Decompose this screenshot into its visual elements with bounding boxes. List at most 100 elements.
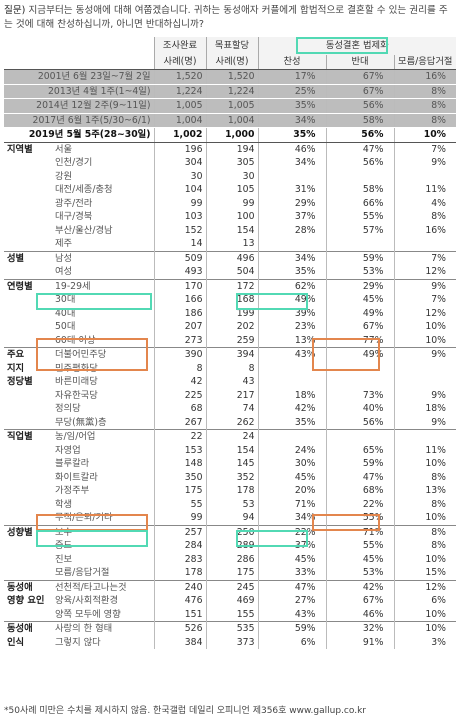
dk-pct [393, 429, 456, 444]
for-pct: 20% [257, 484, 326, 498]
dk-pct: 8% [393, 84, 456, 99]
dk-pct: 16% [393, 69, 456, 85]
dk-pct: 10% [393, 333, 456, 348]
target-count: 289 [205, 539, 258, 553]
against-pct: 67% [325, 320, 394, 334]
row-category [4, 265, 52, 279]
target-count: 1,000 [205, 127, 258, 143]
row-category: 영향 요인 [7, 595, 45, 606]
against-pct: 91% [325, 635, 394, 649]
row-label: 대전/세종/충청 [55, 184, 113, 195]
for-pct: 35% [257, 265, 326, 279]
table-row: 인식 그렇지 않다 384 373 6% 91% 3% [4, 635, 456, 649]
group-title: 동성결혼 법제화 [257, 37, 456, 55]
row-category [4, 210, 52, 224]
row-category [4, 553, 52, 567]
target-count: 43 [205, 375, 258, 389]
target-count: 53 [205, 497, 258, 511]
row-category: 동성애 [4, 579, 52, 594]
against-pct: 57% [325, 223, 394, 237]
dk-pct [393, 237, 456, 251]
table-row: 모름/응답거절 178 175 33% 53% 15% [4, 566, 456, 580]
dk-pct [393, 169, 456, 183]
dk-pct: 8% [393, 210, 456, 224]
row-label: 50대 [55, 321, 76, 332]
dk-pct: 9% [393, 278, 456, 293]
sample-count: 304 [153, 156, 206, 170]
against-pct: 29% [325, 278, 394, 293]
row-category [4, 307, 52, 321]
table-row: 여성 493 504 35% 53% 12% [4, 265, 456, 279]
against-pct: 32% [325, 621, 394, 636]
row-label: 더불어민주당 [52, 347, 154, 362]
col-for-header: 찬성 [257, 55, 326, 70]
for-pct: 42% [257, 402, 326, 416]
dk-pct: 12% [393, 579, 456, 594]
row-label: 인천/경기 [55, 157, 93, 168]
table-row: 학생 55 53 71% 22% 8% [4, 497, 456, 511]
row-label: 2019년 5월 5주(28~30일) [4, 127, 154, 143]
history-row: 2013년 4월 1주(1~4일) 1,224 1,224 25% 67% 8% [4, 84, 456, 99]
sample-count: 178 [153, 566, 206, 580]
for-pct: 59% [257, 621, 326, 636]
row-category [4, 156, 52, 170]
row-category [4, 224, 52, 238]
row-label: 자영업 [55, 444, 81, 456]
row-label: 자유한국당 [55, 389, 98, 401]
for-pct: 43% [257, 347, 326, 362]
row-category: 정당별 [7, 376, 33, 387]
row-category [4, 320, 52, 334]
target-count: 259 [205, 333, 258, 348]
table-row: 대구/경북 103 100 37% 55% 8% [4, 210, 456, 224]
target-count: 8 [205, 361, 258, 375]
against-pct: 66% [325, 196, 394, 210]
for-pct [257, 429, 326, 444]
row-label: 양쪽 모두에 영향 [55, 608, 121, 620]
for-pct: 34% [257, 250, 326, 265]
row-category [4, 416, 52, 430]
for-pct: 35% [257, 415, 326, 430]
against-pct: 49% [325, 306, 394, 320]
sample-count: 8 [153, 361, 206, 375]
for-pct [257, 361, 326, 375]
row-category: 지지 [7, 362, 25, 374]
table-row: 자유한국당 225 217 18% 73% 9% [4, 388, 456, 402]
row-category: 인식 [7, 636, 25, 648]
for-pct [257, 237, 326, 251]
against-pct: 56% [325, 415, 394, 430]
row-category [4, 402, 52, 416]
row-category: 지역별 [7, 143, 33, 155]
row-label: 가정주부 [55, 485, 90, 496]
sample-count: 1,004 [153, 113, 206, 128]
sample-count: 273 [153, 333, 206, 348]
row-label: 화이트칼라 [55, 471, 98, 483]
row-label: 2014년 12월 2주(9~11일) [4, 98, 154, 114]
sample-count: 1,224 [153, 84, 206, 99]
dk-pct: 18% [393, 402, 456, 416]
target-count: 250 [205, 524, 258, 539]
row-label: 19-29세 [52, 278, 154, 293]
sample-count: 55 [153, 497, 206, 511]
col-dk-header: 모름/응답거절 [393, 55, 456, 70]
table-row: 정당별 바른미래당 42 43 [4, 375, 456, 389]
table-row: 40대 186 199 39% 49% 12% [4, 306, 456, 321]
against-pct: 46% [325, 607, 394, 622]
target-count: 74 [205, 402, 258, 416]
for-pct: 31% [257, 183, 326, 197]
sample-count: 14 [153, 237, 206, 251]
for-pct: 35% [257, 98, 326, 114]
sample-count: 153 [153, 443, 206, 457]
sample-count: 148 [153, 457, 206, 471]
sample-count: 152 [153, 223, 206, 237]
table-row: 50대 207 202 23% 67% 10% [4, 320, 456, 334]
against-pct: 59% [325, 457, 394, 471]
row-label: 남성 [52, 250, 154, 265]
for-pct: 34% [257, 511, 326, 525]
for-pct: 34% [257, 156, 326, 170]
table-row: 주요 더불어민주당 390 394 43% 49% 9% [4, 347, 456, 362]
table-row: 직업별 농/임/어업 22 24 [4, 429, 456, 444]
row-label: 블루칼라 [55, 458, 90, 469]
against-pct: 55% [325, 511, 394, 525]
against-pct: 55% [325, 539, 394, 553]
against-pct: 56% [325, 98, 394, 114]
